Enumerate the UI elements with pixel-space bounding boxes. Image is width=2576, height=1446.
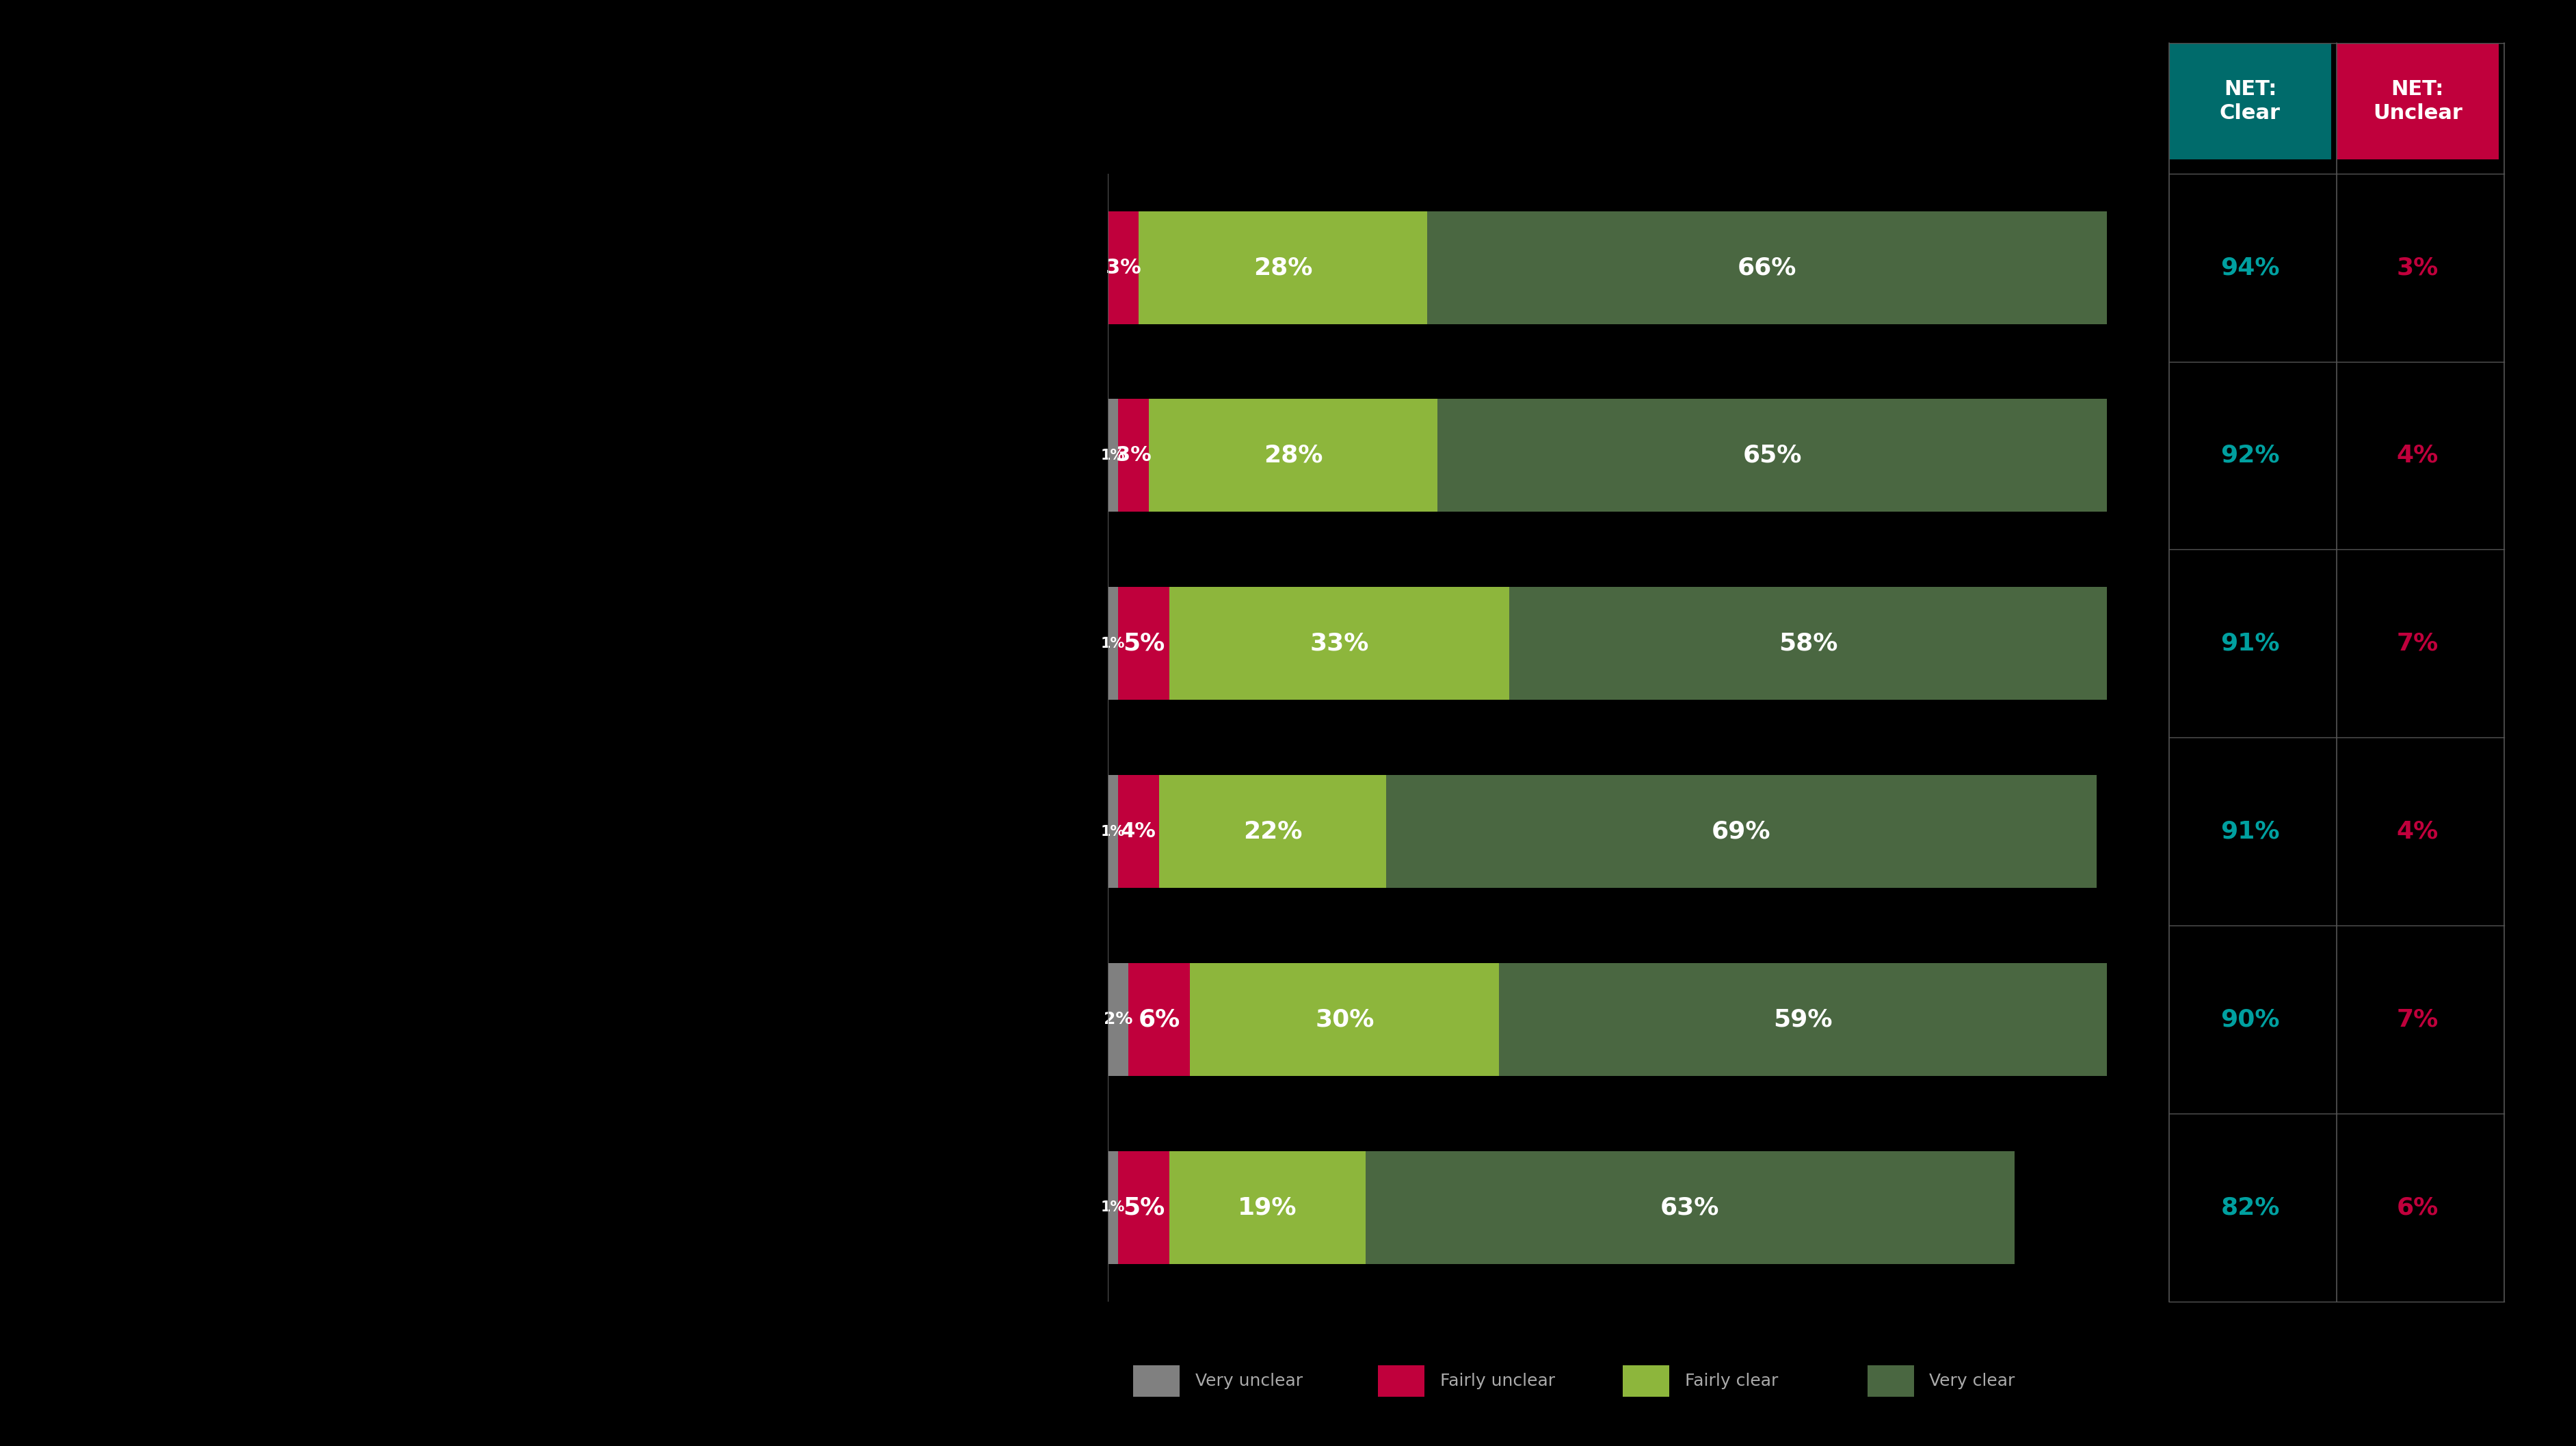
Text: Fairly clear: Fairly clear <box>1685 1372 1777 1390</box>
Bar <box>1118 399 1149 512</box>
Bar <box>1149 399 1437 512</box>
Text: 4%: 4% <box>2396 820 2439 843</box>
Text: 30%: 30% <box>1316 1008 1373 1031</box>
Text: 2%: 2% <box>1103 1011 1133 1028</box>
Text: 28%: 28% <box>1255 256 1311 279</box>
Text: 1%: 1% <box>1100 636 1126 651</box>
Text: 91%: 91% <box>2221 632 2280 655</box>
Text: 5%: 5% <box>1123 1196 1164 1219</box>
Text: 7%: 7% <box>2396 1008 2439 1031</box>
Bar <box>1118 587 1170 700</box>
Text: 1%: 1% <box>1100 1200 1126 1215</box>
Bar <box>1170 1151 1365 1264</box>
Bar <box>1437 399 2107 512</box>
Bar <box>1128 963 1190 1076</box>
Text: 33%: 33% <box>1311 632 1368 655</box>
Text: 59%: 59% <box>1775 1008 1832 1031</box>
Text: 92%: 92% <box>2221 444 2280 467</box>
Text: NET:
Unclear: NET: Unclear <box>2372 80 2463 123</box>
Text: 94%: 94% <box>2221 256 2280 279</box>
Bar <box>1108 587 1118 700</box>
Text: 3%: 3% <box>1115 445 1151 466</box>
Text: 6%: 6% <box>1139 1008 1180 1031</box>
Text: 28%: 28% <box>1265 444 1321 467</box>
Bar <box>1139 211 1427 324</box>
Text: 58%: 58% <box>1780 632 1837 655</box>
Text: 3%: 3% <box>2396 256 2439 279</box>
Text: NET:
Clear: NET: Clear <box>2221 80 2280 123</box>
Text: 7%: 7% <box>2396 632 2439 655</box>
Text: 3%: 3% <box>1105 257 1141 278</box>
Bar <box>1427 211 2107 324</box>
Bar <box>1118 775 1159 888</box>
Text: 66%: 66% <box>1739 256 1795 279</box>
Bar <box>1510 587 2107 700</box>
Text: 22%: 22% <box>1244 820 1301 843</box>
Text: Very unclear: Very unclear <box>1195 1372 1303 1390</box>
Text: 4%: 4% <box>2396 444 2439 467</box>
Text: 6%: 6% <box>2396 1196 2439 1219</box>
Bar <box>1108 775 1118 888</box>
Text: 65%: 65% <box>1744 444 1801 467</box>
Bar <box>1386 775 2097 888</box>
Bar <box>1170 587 1510 700</box>
Text: 1%: 1% <box>1100 824 1126 839</box>
Text: 91%: 91% <box>2221 820 2280 843</box>
Bar <box>1118 1151 1170 1264</box>
Bar <box>1108 963 1128 1076</box>
Text: 69%: 69% <box>1713 820 1770 843</box>
Bar <box>1190 963 1499 1076</box>
Text: 1%: 1% <box>1100 448 1126 463</box>
Bar <box>1365 1151 2014 1264</box>
Bar <box>1108 399 1118 512</box>
Text: Very clear: Very clear <box>1929 1372 2014 1390</box>
Text: 4%: 4% <box>1121 821 1157 842</box>
Text: 63%: 63% <box>1662 1196 1718 1219</box>
Bar <box>1108 211 1139 324</box>
Text: 90%: 90% <box>2221 1008 2280 1031</box>
Text: 82%: 82% <box>2221 1196 2280 1219</box>
Text: 19%: 19% <box>1239 1196 1296 1219</box>
Bar <box>1108 1151 1118 1264</box>
Bar <box>1159 775 1386 888</box>
Text: Fairly unclear: Fairly unclear <box>1440 1372 1556 1390</box>
Text: 5%: 5% <box>1123 632 1164 655</box>
Bar <box>1499 963 2107 1076</box>
